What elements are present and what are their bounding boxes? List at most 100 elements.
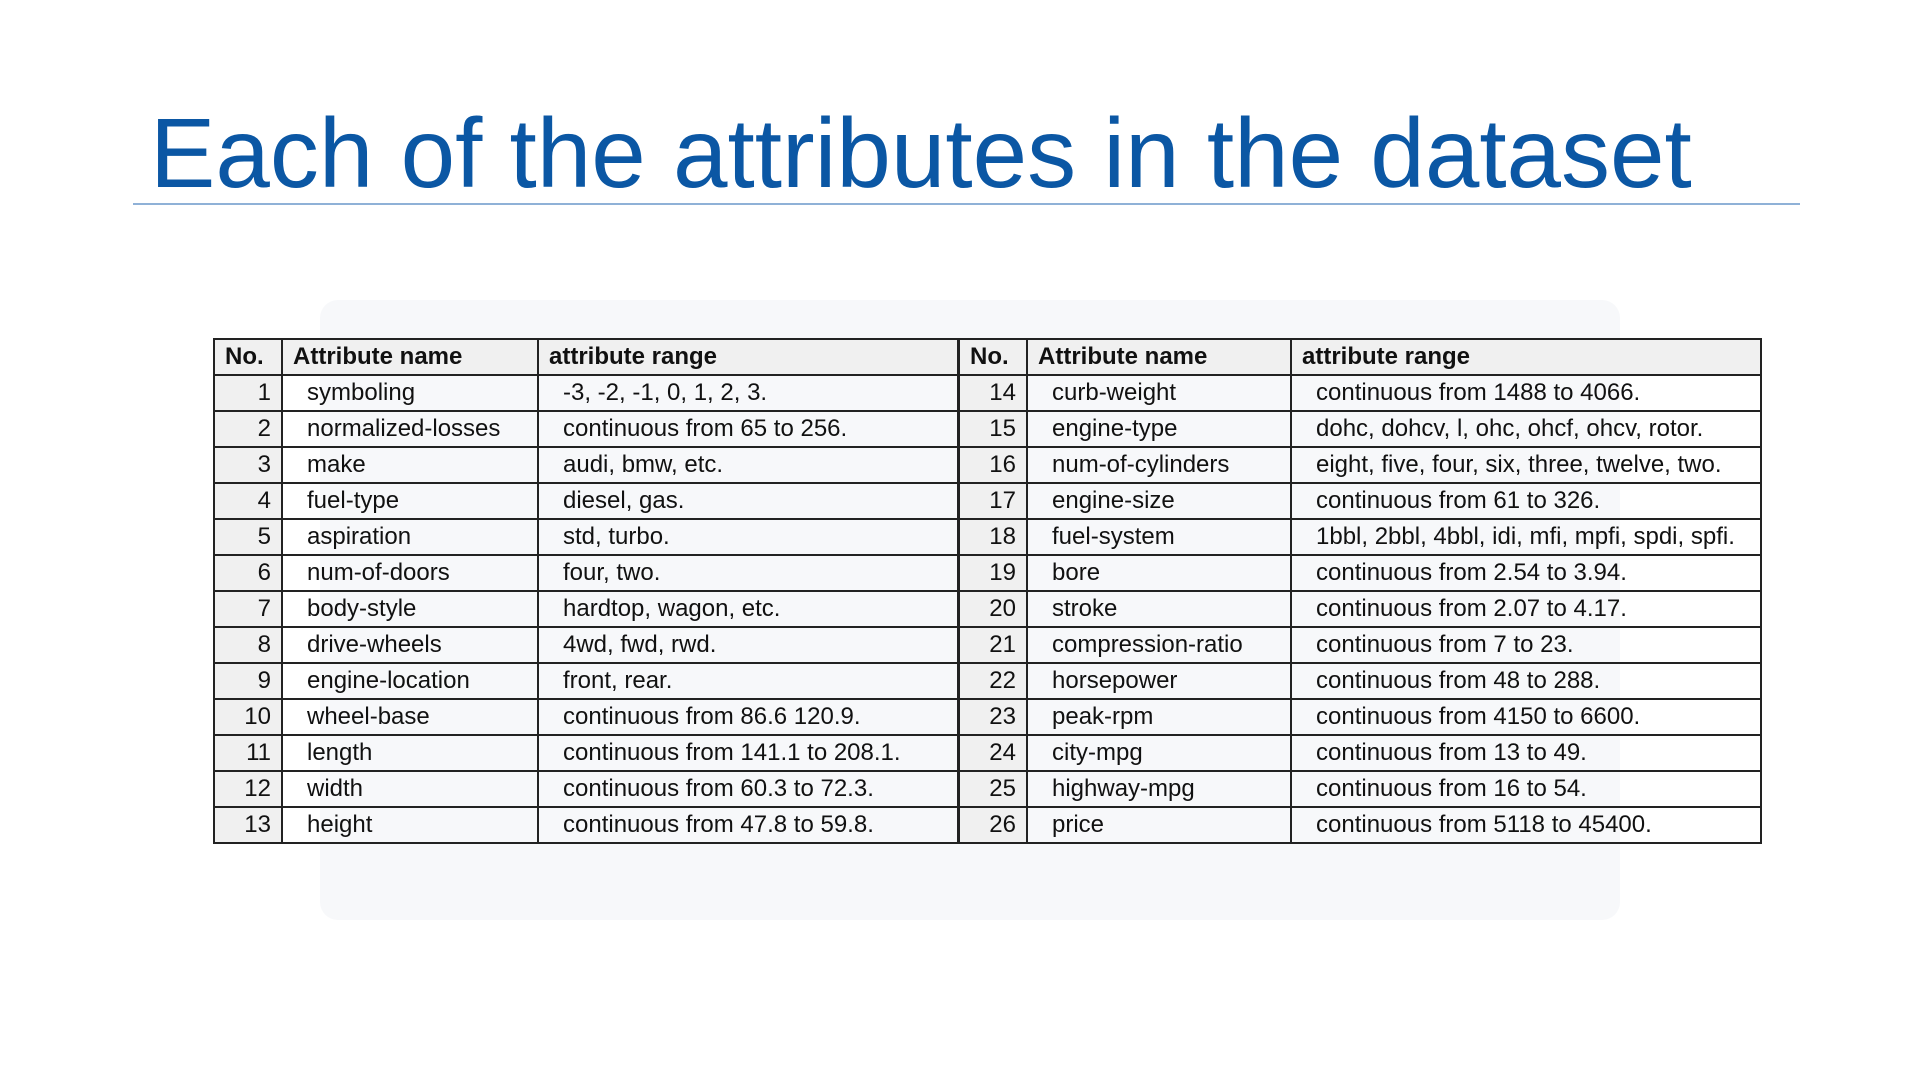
cell-no: 18 <box>957 518 1028 556</box>
cell-attribute-name: bore <box>1026 554 1292 592</box>
cell-no: 24 <box>957 734 1028 772</box>
cell-attribute-range: continuous from 65 to 256. <box>537 410 960 448</box>
cell-attribute-name: drive-wheels <box>281 626 539 664</box>
cell-no: 1 <box>213 374 283 412</box>
cell-attribute-name: horsepower <box>1026 662 1292 700</box>
cell-attribute-range: front, rear. <box>537 662 960 700</box>
cell-no: 20 <box>957 590 1028 628</box>
cell-attribute-range: eight, five, four, six, three, twelve, t… <box>1290 446 1762 484</box>
table-row: 11 length continuous from 141.1 to 208.1. 2… <box>213 734 1762 772</box>
table-row: 10 wheel-base continuous from 86.6 120.9. 2… <box>213 698 1762 736</box>
attributes-table-container: No. Attribute name attribute range No. A… <box>213 338 1762 844</box>
cell-no: 13 <box>213 806 283 844</box>
table-row: 8 drive-wheels 4wd, fwd, rwd. 21 compression… <box>213 626 1762 664</box>
cell-attribute-name: fuel-type <box>281 482 539 520</box>
cell-no: 8 <box>213 626 283 664</box>
cell-no: 12 <box>213 770 283 808</box>
cell-no: 6 <box>213 554 283 592</box>
cell-attribute-name: compression-ratio <box>1026 626 1292 664</box>
cell-attribute-range: continuous from 86.6 120.9. <box>537 698 960 736</box>
cell-no: 3 <box>213 446 283 484</box>
cell-attribute-name: city-mpg <box>1026 734 1292 772</box>
table-row: 13 height continuous from 47.8 to 59.8. 26 p… <box>213 806 1762 844</box>
cell-no: 26 <box>957 806 1028 844</box>
cell-attribute-name: body-style <box>281 590 539 628</box>
cell-attribute-range: continuous from 16 to 54. <box>1290 770 1762 808</box>
title-underline <box>133 203 1800 205</box>
cell-attribute-range: continuous from 4150 to 6600. <box>1290 698 1762 736</box>
cell-attribute-range: continuous from 2.54 to 3.94. <box>1290 554 1762 592</box>
cell-attribute-range: continuous from 48 to 288. <box>1290 662 1762 700</box>
cell-no: 22 <box>957 662 1028 700</box>
cell-attribute-range: audi, bmw, etc. <box>537 446 960 484</box>
table-row: 12 width continuous from 60.3 to 72.3. 25 hi… <box>213 770 1762 808</box>
cell-attribute-range: hardtop, wagon, etc. <box>537 590 960 628</box>
cell-no: 11 <box>213 734 283 772</box>
table-row: 1 symboling -3, -2, -1, 0, 1, 2, 3. 14 curb-… <box>213 374 1762 412</box>
cell-attribute-name: stroke <box>1026 590 1292 628</box>
cell-attribute-name: engine-location <box>281 662 539 700</box>
cell-attribute-name: price <box>1026 806 1292 844</box>
cell-attribute-range: std, turbo. <box>537 518 960 556</box>
cell-attribute-range: continuous from 2.07 to 4.17. <box>1290 590 1762 628</box>
cell-attribute-name: num-of-cylinders <box>1026 446 1292 484</box>
cell-no: 7 <box>213 590 283 628</box>
cell-attribute-name: aspiration <box>281 518 539 556</box>
cell-attribute-range: continuous from 47.8 to 59.8. <box>537 806 960 844</box>
header-no-right: No. <box>957 338 1028 376</box>
cell-attribute-range: continuous from 7 to 23. <box>1290 626 1762 664</box>
header-name-right: Attribute name <box>1026 338 1292 376</box>
table-row: 2 normalized-losses continuous from 65 to … <box>213 410 1762 448</box>
cell-attribute-name: height <box>281 806 539 844</box>
cell-attribute-name: symboling <box>281 374 539 412</box>
table-row: 7 body-style hardtop, wagon, etc. 20 stroke c… <box>213 590 1762 628</box>
cell-attribute-name: engine-size <box>1026 482 1292 520</box>
cell-no: 23 <box>957 698 1028 736</box>
cell-attribute-name: make <box>281 446 539 484</box>
header-no-left: No. <box>213 338 283 376</box>
cell-no: 16 <box>957 446 1028 484</box>
cell-attribute-range: continuous from 1488 to 4066. <box>1290 374 1762 412</box>
table-header-row: No. Attribute name attribute range No. A… <box>213 338 1762 376</box>
cell-no: 4 <box>213 482 283 520</box>
cell-attribute-range: continuous from 5118 to 45400. <box>1290 806 1762 844</box>
table-row: 4 fuel-type diesel, gas. 17 engine-size conti… <box>213 482 1762 520</box>
cell-attribute-range: 1bbl, 2bbl, 4bbl, idi, mfi, mpfi, spdi, … <box>1290 518 1762 556</box>
cell-attribute-name: normalized-losses <box>281 410 539 448</box>
attributes-table: No. Attribute name attribute range No. A… <box>213 338 1762 844</box>
header-range-left: attribute range <box>537 338 960 376</box>
cell-no: 9 <box>213 662 283 700</box>
cell-no: 10 <box>213 698 283 736</box>
cell-attribute-name: fuel-system <box>1026 518 1292 556</box>
table-row: 6 num-of-doors four, two. 19 bore continuous … <box>213 554 1762 592</box>
cell-attribute-name: width <box>281 770 539 808</box>
cell-attribute-name: wheel-base <box>281 698 539 736</box>
cell-attribute-range: continuous from 141.1 to 208.1. <box>537 734 960 772</box>
cell-attribute-range: four, two. <box>537 554 960 592</box>
cell-attribute-range: continuous from 61 to 326. <box>1290 482 1762 520</box>
cell-attribute-name: curb-weight <box>1026 374 1292 412</box>
cell-no: 21 <box>957 626 1028 664</box>
cell-attribute-range: continuous from 60.3 to 72.3. <box>537 770 960 808</box>
cell-no: 17 <box>957 482 1028 520</box>
table-body: 1 symboling -3, -2, -1, 0, 1, 2, 3. 14 curb-… <box>213 374 1762 844</box>
cell-attribute-name: highway-mpg <box>1026 770 1292 808</box>
slide-title: Each of the attributes in the dataset <box>150 98 1692 208</box>
table-row: 3 make audi, bmw, etc. 16 num-of-cylinders ei… <box>213 446 1762 484</box>
cell-attribute-name: peak-rpm <box>1026 698 1292 736</box>
header-name-left: Attribute name <box>281 338 539 376</box>
cell-attribute-range: dohc, dohcv, l, ohc, ohcf, ohcv, rotor. <box>1290 410 1762 448</box>
cell-attribute-range: -3, -2, -1, 0, 1, 2, 3. <box>537 374 960 412</box>
cell-attribute-range: diesel, gas. <box>537 482 960 520</box>
table-row: 5 aspiration std, turbo. 18 fuel-system 1bbl,… <box>213 518 1762 556</box>
cell-no: 5 <box>213 518 283 556</box>
cell-attribute-name: engine-type <box>1026 410 1292 448</box>
cell-no: 2 <box>213 410 283 448</box>
cell-attribute-name: num-of-doors <box>281 554 539 592</box>
table-row: 9 engine-location front, rear. 22 horsepower… <box>213 662 1762 700</box>
cell-no: 25 <box>957 770 1028 808</box>
cell-attribute-name: length <box>281 734 539 772</box>
cell-no: 15 <box>957 410 1028 448</box>
cell-attribute-range: 4wd, fwd, rwd. <box>537 626 960 664</box>
